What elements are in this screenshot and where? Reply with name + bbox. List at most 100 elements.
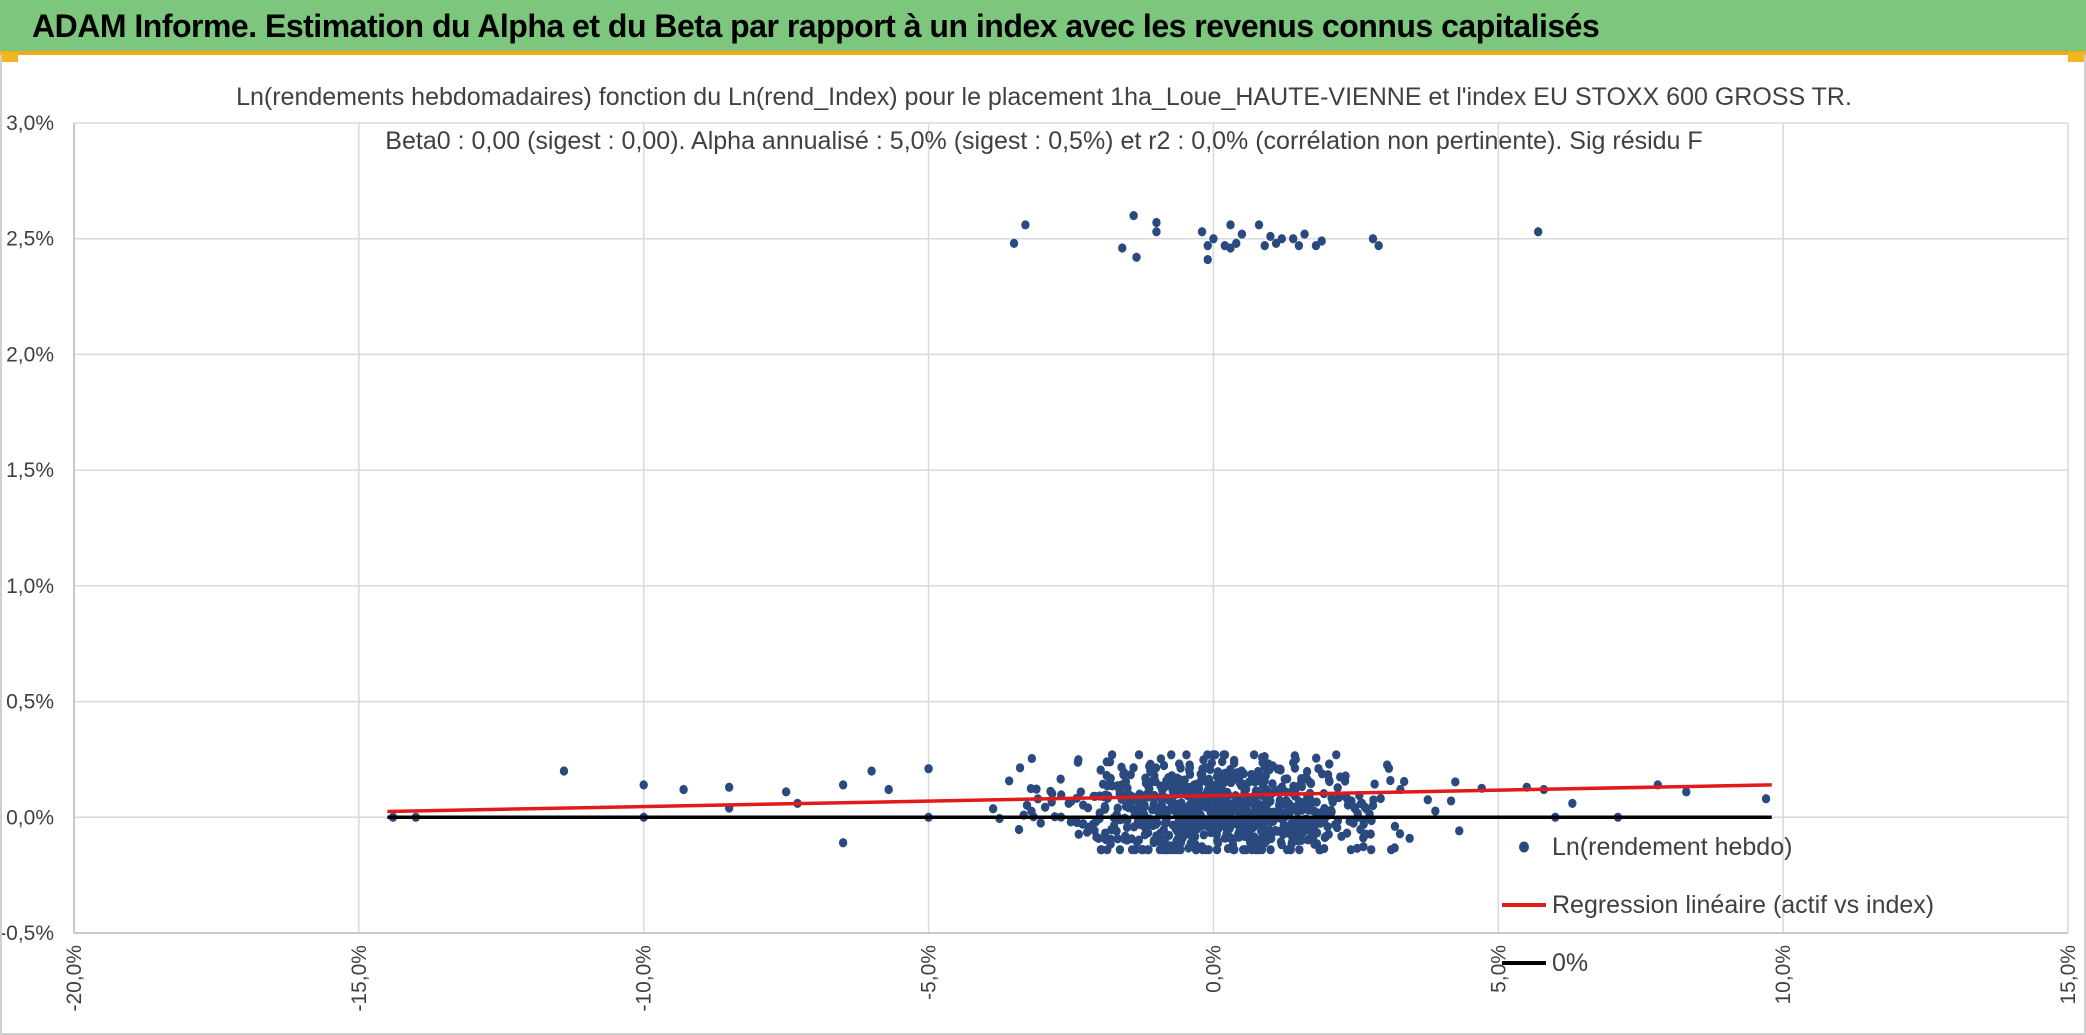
data-point	[1096, 765, 1105, 775]
data-point	[1073, 757, 1083, 767]
data-point	[1074, 829, 1083, 839]
data-point	[1254, 220, 1264, 230]
data-point	[1217, 756, 1227, 767]
data-point	[1284, 799, 1294, 809]
y-tick-label: -0,5%	[2, 922, 54, 945]
data-point	[1078, 800, 1088, 810]
data-point	[1132, 837, 1142, 847]
data-point	[1226, 764, 1235, 775]
chart-title: Ln(rendements hebdomadaires) fonction du…	[236, 83, 1852, 111]
data-point	[1297, 835, 1306, 845]
data-point	[1097, 845, 1106, 855]
data-point	[1390, 843, 1399, 853]
data-point	[1226, 220, 1235, 230]
data-point	[1152, 227, 1161, 237]
data-point	[1315, 845, 1324, 855]
data-point	[1173, 821, 1183, 831]
data-point	[1167, 750, 1176, 760]
data-point	[1253, 807, 1263, 817]
data-point	[1159, 760, 1169, 771]
data-point	[1191, 839, 1200, 849]
data-point	[1384, 763, 1394, 773]
data-point	[1009, 238, 1019, 248]
data-point	[1103, 781, 1112, 791]
data-point	[1368, 234, 1378, 244]
data-point	[1158, 844, 1167, 854]
app-header: ADAM Informe. Estimation du Alpha et du …	[0, 0, 2086, 55]
data-point	[679, 784, 688, 795]
chart-frame: Ln(rendements hebdomadaires) fonction du…	[0, 55, 2086, 1035]
data-point	[1246, 818, 1255, 828]
data-point	[1220, 833, 1230, 843]
data-point	[1232, 238, 1241, 248]
data-point	[1162, 805, 1171, 815]
x-tick-label: -5,0%	[918, 945, 941, 1000]
y-tick-label: 2,5%	[6, 228, 54, 251]
data-point	[1307, 828, 1316, 838]
data-point	[1325, 759, 1334, 769]
data-point	[1234, 828, 1244, 839]
data-point	[1370, 779, 1379, 789]
data-point	[1172, 836, 1181, 846]
data-point	[1342, 828, 1352, 838]
data-point	[1129, 763, 1138, 773]
data-point	[1263, 798, 1272, 808]
data-point	[1299, 803, 1309, 813]
x-tick-label: -15,0%	[348, 945, 371, 1012]
data-point	[1295, 845, 1304, 855]
data-point	[1682, 787, 1691, 797]
page-title: ADAM Informe. Estimation du Alpha et du …	[32, 8, 1600, 44]
data-point	[1239, 845, 1248, 855]
data-point	[1405, 833, 1414, 843]
data-point	[1288, 234, 1298, 244]
data-point	[1015, 763, 1025, 773]
data-point	[1198, 769, 1207, 779]
data-point	[1317, 808, 1327, 818]
data-point	[1357, 798, 1367, 808]
data-point	[1295, 796, 1304, 807]
data-point	[1189, 824, 1198, 834]
data-point	[1091, 817, 1101, 827]
data-point	[1192, 807, 1202, 817]
data-point	[1308, 820, 1317, 831]
data-point	[1321, 831, 1330, 842]
data-point	[1431, 806, 1440, 816]
data-point	[1334, 793, 1343, 803]
data-point	[1229, 834, 1238, 844]
data-point	[1141, 773, 1150, 783]
data-point	[1455, 826, 1464, 836]
data-point	[1152, 818, 1162, 828]
data-point	[1312, 797, 1321, 807]
data-point	[1196, 821, 1205, 831]
data-point	[1123, 783, 1132, 793]
data-point	[1148, 804, 1157, 814]
data-point	[1107, 750, 1117, 760]
data-point	[1300, 229, 1309, 239]
axis-layer: -0,5% 0,0% 0,5% 1,0% 1,5% 2,0% 2,5% 3,0% -20,0% -…	[2, 112, 2080, 1012]
data-point	[1126, 770, 1135, 780]
x-tick-label: 5,0%	[1487, 945, 1510, 993]
data-point	[1212, 845, 1222, 855]
data-point	[1297, 782, 1307, 792]
data-point	[1266, 231, 1275, 241]
data-point	[1135, 798, 1145, 809]
data-point	[1268, 779, 1277, 789]
data-point	[1288, 837, 1297, 847]
data-point	[1066, 817, 1076, 827]
data-point	[1121, 801, 1131, 812]
data-point	[1349, 818, 1358, 828]
data-point	[1014, 824, 1024, 835]
data-point	[1273, 764, 1283, 774]
data-point	[1376, 793, 1385, 804]
data-point	[1251, 844, 1260, 855]
y-tick-label: 0,5%	[6, 691, 54, 714]
legend-marker	[1519, 841, 1529, 853]
data-point	[1423, 795, 1432, 805]
data-point	[1206, 827, 1216, 837]
data-point	[1366, 845, 1376, 855]
data-point	[1276, 837, 1286, 847]
data-point	[1078, 819, 1087, 829]
data-point	[1253, 766, 1263, 777]
data-point	[1199, 797, 1209, 807]
data-point	[1305, 777, 1315, 787]
